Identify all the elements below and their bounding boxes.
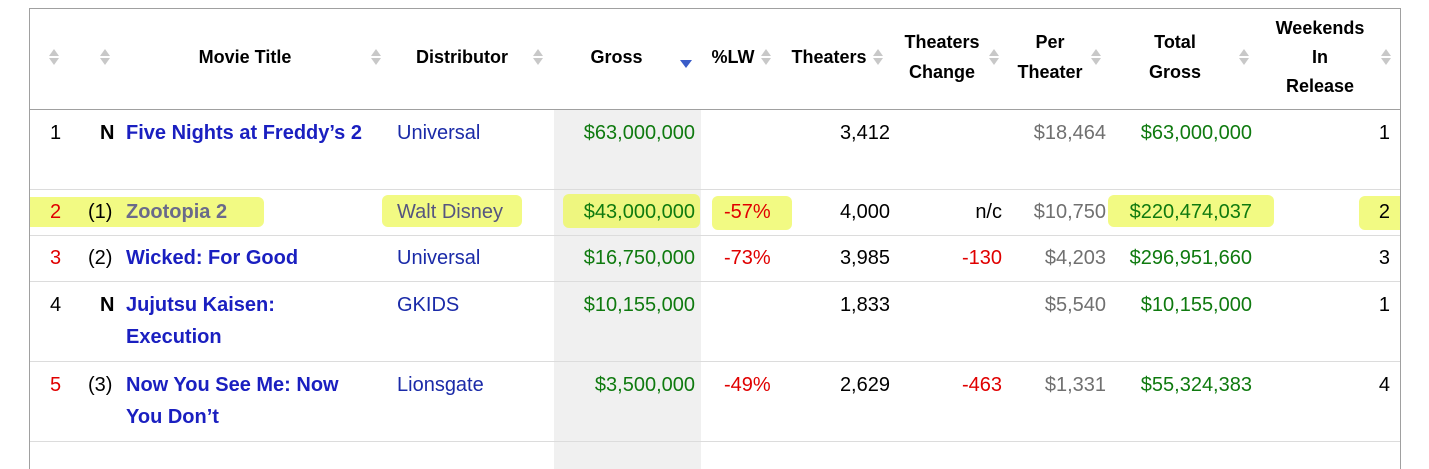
per-theater-value: $5,540 <box>1044 294 1106 316</box>
total-gross-value: $10,155,000 <box>1140 294 1252 316</box>
header-theaters[interactable]: Theaters <box>791 47 867 67</box>
movie-title-link[interactable]: Zootopia 2 <box>126 201 228 223</box>
header-pct-lw[interactable]: %LW <box>711 47 755 67</box>
table-row: 5 (3) Now You See Me: Now You Don’t Lion… <box>30 361 1400 442</box>
weekends-value: 3 <box>1378 247 1390 269</box>
highlight-mark <box>30 197 264 227</box>
distributor-link[interactable]: Universal <box>397 122 481 144</box>
pct-lw-value: -57% <box>724 201 771 223</box>
header-movie-title[interactable]: Movie Title <box>198 47 292 67</box>
pct-lw-value: -49% <box>724 374 771 396</box>
per-theater-value: $10,750 <box>1033 201 1106 223</box>
distributor-link[interactable]: Universal <box>397 247 481 269</box>
sort-movie-title-icon[interactable] <box>371 47 381 67</box>
movie-title-link[interactable]: Jujutsu Kaisen: Execution <box>126 294 275 348</box>
gross-value: $43,000,000 <box>583 201 695 223</box>
table-row-highlighted: 2 (1) Zootopia 2 Walt Disney $43,000,000… <box>30 189 1400 236</box>
theaters-change-value: n/c <box>975 201 1002 223</box>
table-row: 4 N Jujutsu Kaisen: Execution GKIDS $10,… <box>30 281 1400 362</box>
distributor-link[interactable]: GKIDS <box>397 294 460 316</box>
header-per-theater-line2[interactable]: Theater <box>1017 62 1083 82</box>
theaters-value: 4,000 <box>839 201 890 223</box>
box-office-table: Movie Title Distributor Gross %LW Theate… <box>29 8 1401 469</box>
highlight-mark <box>1108 195 1274 227</box>
last-week-rank: N <box>100 294 115 316</box>
gross-value: $16,750,000 <box>583 247 695 269</box>
per-theater-value: $1,331 <box>1044 374 1106 396</box>
table-header: Movie Title Distributor Gross %LW Theate… <box>30 9 1400 110</box>
header-total-gross-line1[interactable]: Total <box>1154 32 1196 52</box>
rank: 5 <box>50 374 62 396</box>
total-gross-value: $63,000,000 <box>1140 122 1252 144</box>
header-weekends-line3[interactable]: Release <box>1285 76 1355 96</box>
gross-value: $63,000,000 <box>583 122 695 144</box>
theaters-value: 1,833 <box>839 294 890 316</box>
highlight-mark <box>382 195 522 227</box>
movie-title-link[interactable]: Five Nights at Freddy’s 2 <box>126 122 362 144</box>
sort-per-theater-icon[interactable] <box>1091 47 1101 67</box>
header-distributor[interactable]: Distributor <box>416 47 508 67</box>
total-gross-value: $296,951,660 <box>1129 247 1252 269</box>
sort-weekends-icon[interactable] <box>1381 47 1391 67</box>
distributor-link[interactable]: Walt Disney <box>397 201 503 223</box>
theaters-value: 3,412 <box>839 122 890 144</box>
rank: 2 <box>50 201 62 223</box>
gross-value: $10,155,000 <box>583 294 695 316</box>
sort-total-gross-icon[interactable] <box>1239 47 1249 67</box>
header-weekends-line1[interactable]: Weekends <box>1275 18 1365 38</box>
rank: 3 <box>50 247 62 269</box>
highlight-mark <box>712 196 792 230</box>
sort-last-week-icon[interactable] <box>100 47 110 67</box>
weekends-value: 1 <box>1378 122 1390 144</box>
movie-title-link[interactable]: Now You See Me: Now You Don’t <box>126 374 339 428</box>
theaters-change-value: -463 <box>961 374 1002 396</box>
per-theater-value: $4,203 <box>1044 247 1106 269</box>
sort-theaters-icon[interactable] <box>873 47 883 67</box>
sort-pct-lw-icon[interactable] <box>761 47 771 67</box>
sort-theaters-change-icon[interactable] <box>989 47 999 67</box>
movie-title-link[interactable]: Wicked: For Good <box>126 247 299 269</box>
table-row-cut-off <box>30 441 1400 469</box>
rank: 4 <box>50 294 62 316</box>
per-theater-value: $18,464 <box>1033 122 1106 144</box>
theaters-value: 2,629 <box>839 374 890 396</box>
last-week-rank: N <box>100 122 115 144</box>
header-total-gross-line2[interactable]: Gross <box>1148 62 1202 82</box>
distributor-link[interactable]: Lionsgate <box>397 374 484 396</box>
pct-lw-value: -73% <box>724 247 771 269</box>
sorted-column-shading <box>554 109 701 469</box>
sort-gross-descending-icon[interactable] <box>680 60 692 68</box>
sort-distributor-icon[interactable] <box>533 47 543 67</box>
header-gross[interactable]: Gross <box>590 47 643 67</box>
header-theaters-change-line1[interactable]: Theaters <box>904 32 980 52</box>
sort-rank-icon[interactable] <box>49 47 59 67</box>
weekends-value: 4 <box>1378 374 1390 396</box>
header-theaters-change-line2[interactable]: Change <box>908 62 975 82</box>
weekends-value: 2 <box>1378 201 1390 223</box>
weekends-value: 1 <box>1378 294 1390 316</box>
theaters-change-value: -130 <box>961 247 1002 269</box>
table-row: 3 (2) Wicked: For Good Universal $16,750… <box>30 235 1400 282</box>
header-per-theater-line1[interactable]: Per <box>1035 32 1065 52</box>
header-weekends-line2[interactable]: In <box>1312 47 1328 67</box>
total-gross-value: $220,474,037 <box>1129 201 1252 223</box>
last-week-rank: (2) <box>88 247 113 269</box>
total-gross-value: $55,324,383 <box>1140 374 1252 396</box>
table-row: 1 N Five Nights at Freddy’s 2 Universal … <box>30 109 1400 190</box>
gross-value: $3,500,000 <box>594 374 695 396</box>
rank: 1 <box>50 122 62 144</box>
last-week-rank: (1) <box>88 201 113 223</box>
highlight-mark <box>563 194 700 228</box>
highlight-mark <box>1359 196 1400 230</box>
theaters-value: 3,985 <box>839 247 890 269</box>
last-week-rank: (3) <box>88 374 113 396</box>
